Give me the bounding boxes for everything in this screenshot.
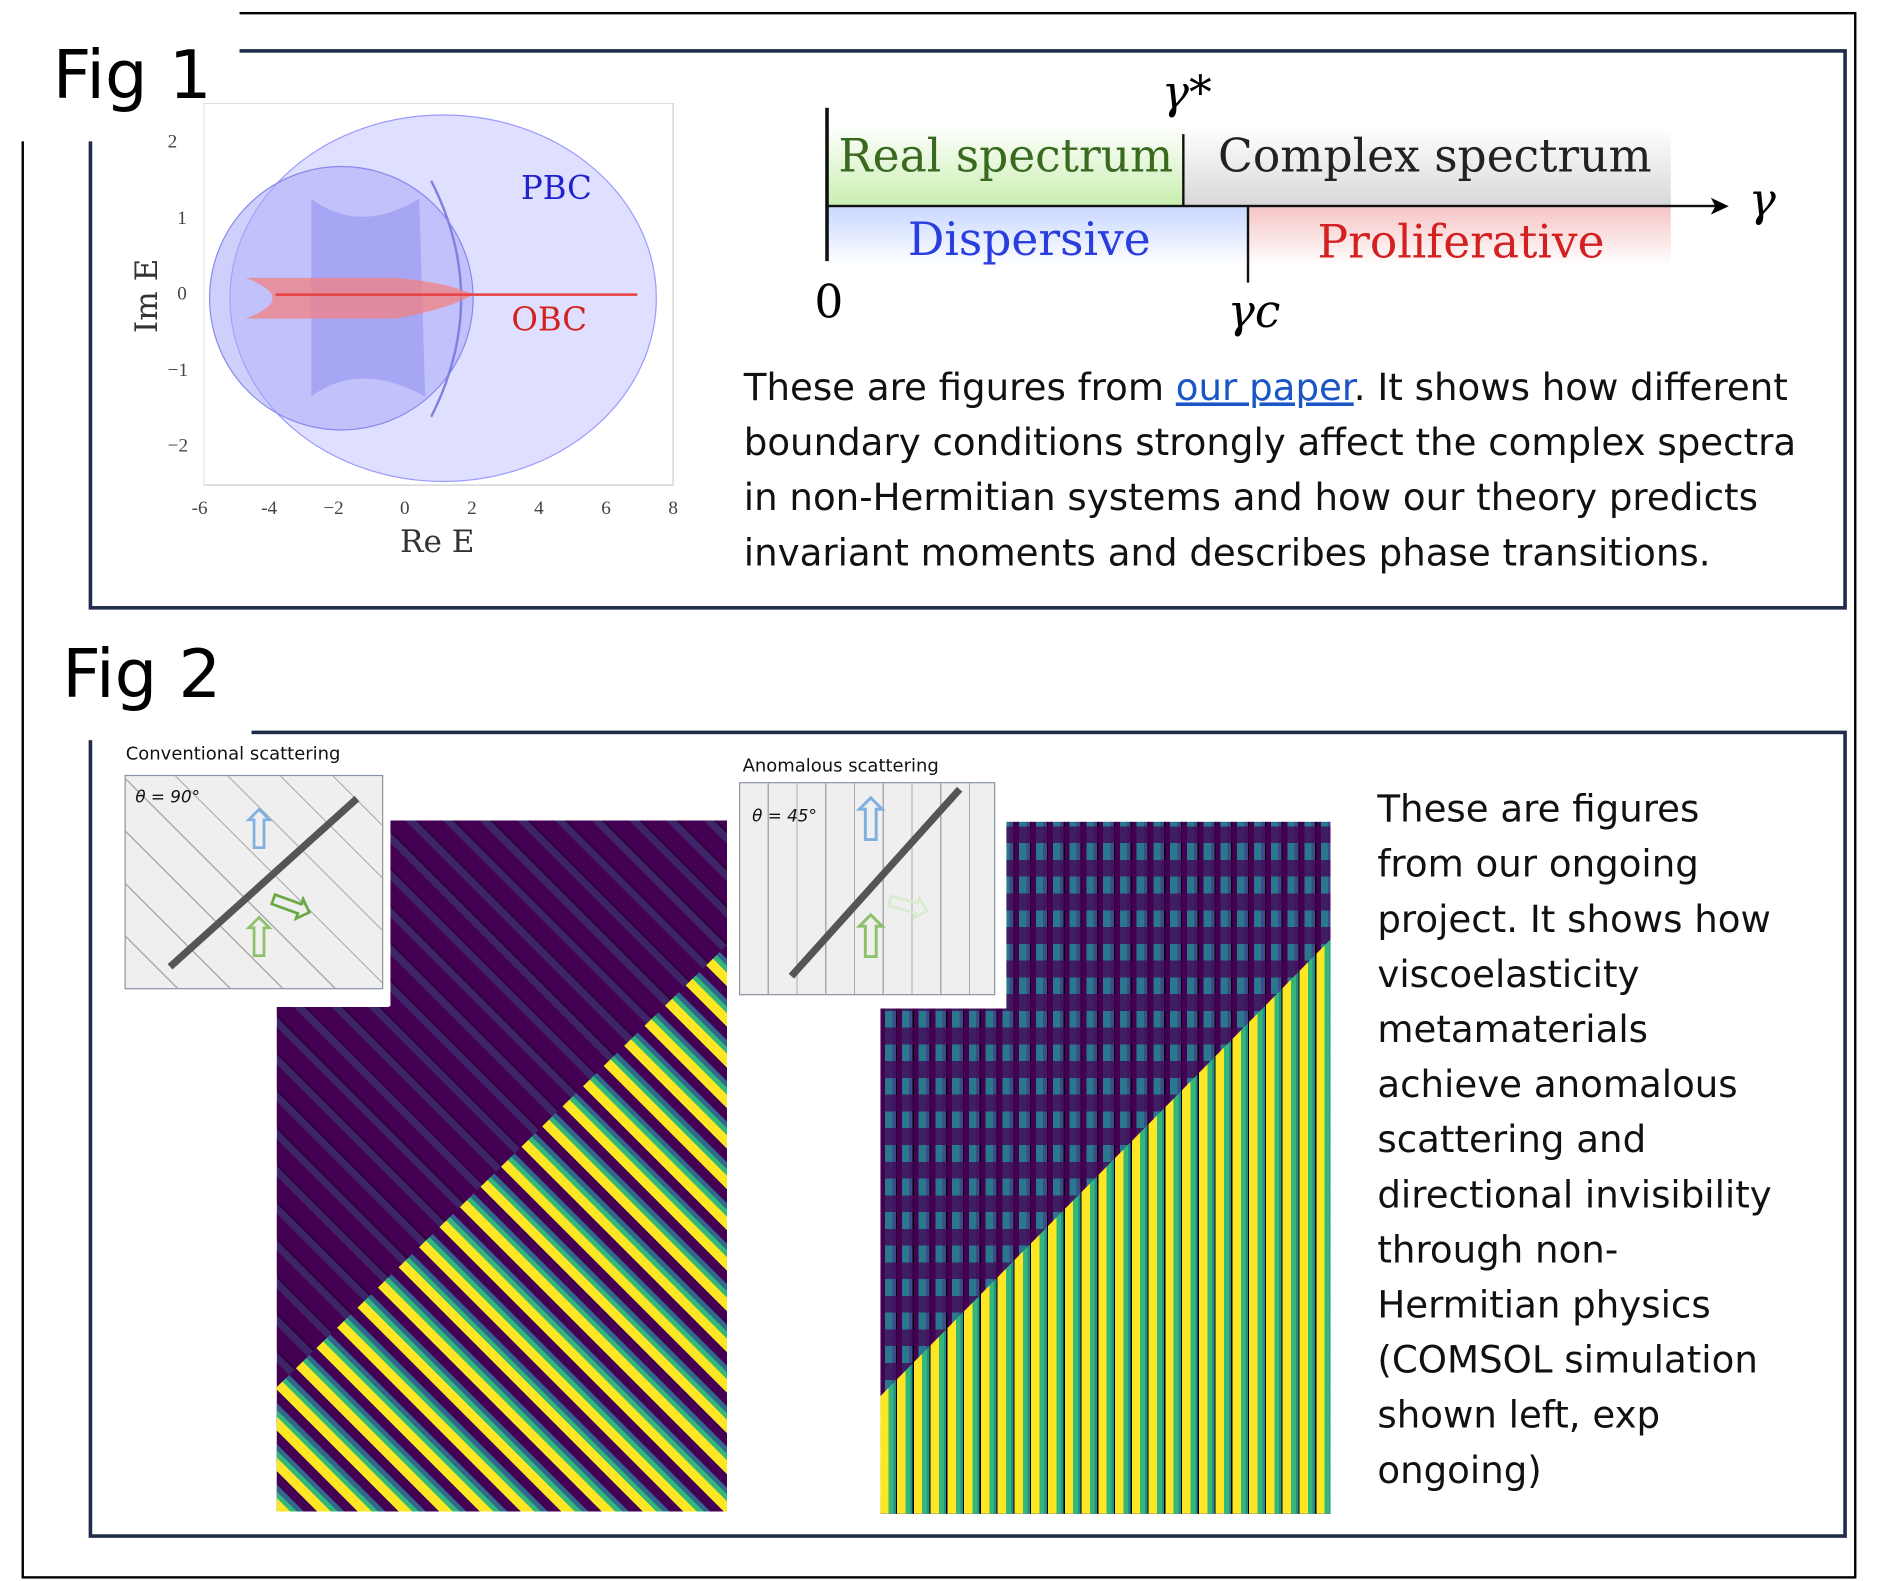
fig1-panel: [88, 49, 1847, 610]
complex-spectrum-band: [1183, 125, 1671, 207]
conventional-title: Conventional scattering: [125, 742, 341, 765]
vertical-axis: [825, 107, 829, 262]
gamma-c-divider: [1246, 206, 1250, 283]
pbc-label: PBC: [520, 170, 592, 208]
dispersive-band: [827, 206, 1249, 266]
y-axis-label: Im E: [129, 258, 166, 334]
real-spectrum-band: [827, 125, 1184, 207]
x-tick: 8: [668, 498, 678, 519]
x-tick: -6: [191, 498, 208, 519]
gamma-star-divider: [1182, 134, 1185, 207]
spectrum-plot-svg: [203, 102, 674, 486]
fig2-label: Fig 2: [47, 622, 252, 741]
y-tick: 1: [177, 208, 187, 229]
obc-label: OBC: [511, 301, 588, 339]
fig2-panel: [88, 730, 1847, 1538]
proliferative-band: [1248, 206, 1671, 266]
outer-frame: [21, 11, 1857, 1579]
y-tick: −2: [167, 435, 189, 457]
arrow-up-blue-icon: ⇧: [845, 786, 896, 854]
y-tick: 0: [177, 283, 187, 305]
x-tick: −2: [323, 498, 344, 519]
arrow-up-green-icon: ⇧: [845, 904, 896, 972]
spectrum-plot: PBC OBC: [203, 102, 683, 498]
fig2-description: These are figures from our ongoing proje…: [1377, 788, 1772, 1493]
anomalous-angle: θ = 45°: [752, 807, 817, 827]
anomalous-inset: θ = 45° ⇧ ⇧ ⇨: [738, 782, 996, 996]
x-tick: 0: [400, 498, 410, 519]
fig1-description-text: These are figures from: [743, 366, 1176, 410]
dispersive-label: Dispersive: [907, 213, 1151, 266]
gamma-c-label: γc: [1227, 285, 1281, 338]
x-axis-label: Re E: [400, 524, 475, 561]
origin-label: 0: [814, 275, 844, 329]
obc-region: [245, 277, 474, 319]
gamma-axis: [827, 204, 1720, 208]
fig1-description-text-2: . It shows how different boundary condit…: [743, 366, 1797, 575]
gamma-label: γ: [1748, 173, 1776, 227]
x-tick: 6: [601, 498, 611, 519]
complex-spectrum-label: Complex spectrum: [1218, 129, 1652, 183]
x-tick: 4: [534, 498, 544, 519]
proliferative-label: Proliferative: [1317, 215, 1605, 269]
gamma-star-label: γ*: [1161, 65, 1212, 119]
phase-diagram: Real spectrum Complex spectrum Dispersiv…: [719, 60, 1821, 347]
arrow-right-faded-icon: ⇨: [879, 868, 940, 941]
arrow-up-green-icon: ⇧: [235, 906, 283, 969]
real-spectrum-label: Real spectrum: [838, 129, 1174, 183]
arrow-head-icon: ➤: [1707, 190, 1731, 221]
x-tick: 2: [467, 498, 477, 519]
y-tick: 2: [167, 131, 178, 153]
conventional-inset: θ = 90° ⇧ ⇧ ⇨: [124, 774, 384, 990]
fig1-label: Fig 1: [0, 0, 240, 142]
arrow-up-blue-icon: ⇧: [235, 798, 283, 862]
y-tick: −1: [167, 360, 189, 381]
our-paper-link[interactable]: our paper: [1175, 366, 1354, 410]
anomalous-title: Anomalous scattering: [742, 754, 939, 777]
fig1-description: These are figures from our paper. It sho…: [744, 361, 1834, 581]
conventional-angle: θ = 90°: [135, 788, 201, 808]
x-tick: -4: [261, 498, 278, 519]
